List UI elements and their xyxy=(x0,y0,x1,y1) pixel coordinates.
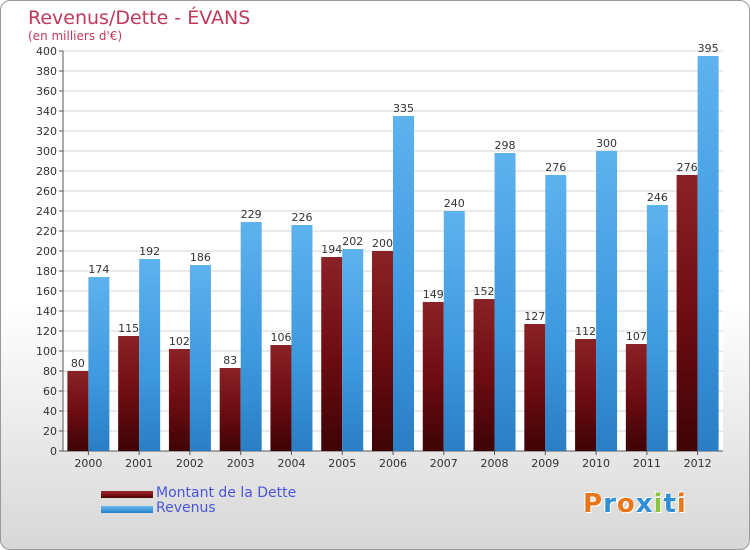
data-label-dette: 200 xyxy=(372,237,393,250)
bar-revenus xyxy=(494,153,516,451)
y-tick-label: 320 xyxy=(36,125,57,138)
x-tick-label: 2000 xyxy=(74,457,102,470)
bar-revenus xyxy=(139,259,161,451)
data-label-dette: 149 xyxy=(423,288,444,301)
x-tick-label: 2005 xyxy=(328,457,356,470)
x-tick-label: 2009 xyxy=(531,457,559,470)
bar-dette xyxy=(118,336,140,451)
legend-swatch-revenus xyxy=(101,506,153,513)
data-label-revenus: 335 xyxy=(393,102,414,115)
data-label-revenus: 240 xyxy=(444,197,465,210)
data-label-revenus: 174 xyxy=(88,263,109,276)
y-tick-label: 140 xyxy=(36,305,57,318)
data-label-dette: 83 xyxy=(223,354,237,367)
data-label-dette: 152 xyxy=(474,285,495,298)
bar-revenus xyxy=(291,225,313,451)
bar-dette xyxy=(625,344,647,451)
y-tick-label: 240 xyxy=(36,205,57,218)
bar-revenus xyxy=(545,175,567,451)
legend-swatch-dette xyxy=(101,491,153,498)
x-tick-label: 2011 xyxy=(633,457,661,470)
data-label-revenus: 276 xyxy=(545,161,566,174)
data-label-revenus: 246 xyxy=(647,191,668,204)
data-label-revenus: 192 xyxy=(139,245,160,258)
bar-revenus xyxy=(697,56,719,451)
data-label-revenus: 202 xyxy=(342,235,363,248)
y-tick-label: 260 xyxy=(36,185,57,198)
x-tick-label: 2003 xyxy=(227,457,255,470)
y-tick-label: 120 xyxy=(36,325,57,338)
bar-dette xyxy=(524,324,546,451)
x-tick-label: 2008 xyxy=(481,457,509,470)
data-label-revenus: 395 xyxy=(698,42,719,55)
bar-dette xyxy=(219,368,241,451)
bar-dette xyxy=(575,339,597,451)
y-tick-label: 40 xyxy=(43,405,57,418)
proxiti-logo: Proxiti xyxy=(583,489,687,519)
y-tick-label: 360 xyxy=(36,85,57,98)
y-tick-label: 0 xyxy=(50,445,57,458)
legend-label-revenus: Revenus xyxy=(156,500,216,516)
data-label-revenus: 226 xyxy=(291,211,312,224)
x-tick-label: 2006 xyxy=(379,457,407,470)
bar-dette xyxy=(422,302,444,451)
data-label-dette: 106 xyxy=(270,331,291,344)
y-tick-label: 160 xyxy=(36,285,57,298)
x-tick-label: 2007 xyxy=(430,457,458,470)
x-tick-label: 2002 xyxy=(176,457,204,470)
data-label-dette: 194 xyxy=(321,243,342,256)
data-label-revenus: 300 xyxy=(596,137,617,150)
bar-revenus xyxy=(88,277,110,451)
bar-dette xyxy=(473,299,495,451)
bar-revenus xyxy=(443,211,465,451)
y-tick-label: 20 xyxy=(43,425,57,438)
bar-dette xyxy=(321,257,343,451)
y-tick-label: 400 xyxy=(36,45,57,58)
bar-revenus xyxy=(596,151,618,451)
data-label-dette: 80 xyxy=(71,357,85,370)
y-tick-label: 220 xyxy=(36,225,57,238)
x-tick-label: 2004 xyxy=(277,457,305,470)
bar-dette xyxy=(372,251,393,451)
bar-revenus xyxy=(240,222,262,451)
y-tick-label: 60 xyxy=(43,385,57,398)
data-label-dette: 127 xyxy=(524,310,545,323)
bar-revenus xyxy=(189,265,211,451)
y-tick-label: 200 xyxy=(36,245,57,258)
bar-revenus xyxy=(393,116,414,451)
data-label-revenus: 229 xyxy=(241,208,262,221)
data-label-dette: 115 xyxy=(118,322,139,335)
bar-revenus xyxy=(342,249,364,451)
y-tick-label: 340 xyxy=(36,105,57,118)
y-tick-label: 380 xyxy=(36,65,57,78)
x-tick-label: 2001 xyxy=(125,457,153,470)
x-tick-label: 2010 xyxy=(582,457,610,470)
y-tick-label: 100 xyxy=(36,345,57,358)
bar-dette xyxy=(270,345,292,451)
bar-dette xyxy=(168,349,190,451)
y-tick-label: 300 xyxy=(36,145,57,158)
y-tick-label: 180 xyxy=(36,265,57,278)
x-tick-label: 2012 xyxy=(684,457,712,470)
data-label-dette: 102 xyxy=(169,335,190,348)
chart-subtitle: (en milliers d'€) xyxy=(28,29,123,43)
data-label-dette: 112 xyxy=(575,325,596,338)
y-tick-label: 80 xyxy=(43,365,57,378)
bar-revenus xyxy=(646,205,668,451)
data-label-dette: 276 xyxy=(677,161,698,174)
bar-dette xyxy=(67,371,89,451)
chart-title: Revenus/Dette - ÉVANS xyxy=(28,7,251,29)
data-label-dette: 107 xyxy=(626,330,647,343)
data-label-revenus: 298 xyxy=(495,139,516,152)
y-tick-label: 280 xyxy=(36,165,57,178)
legend-label-dette: Montant de la Dette xyxy=(156,485,297,501)
bar-dette xyxy=(676,175,698,451)
data-label-revenus: 186 xyxy=(190,251,211,264)
